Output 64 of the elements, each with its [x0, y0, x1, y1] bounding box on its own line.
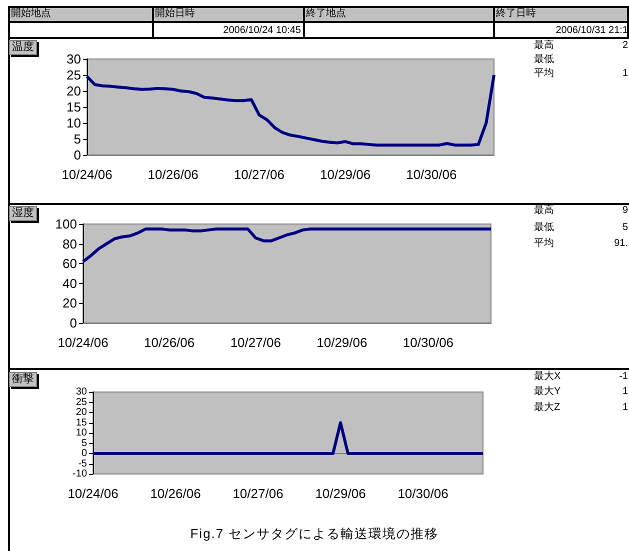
y-tick-label: 15	[66, 100, 81, 114]
x-tick-label: 10/30/06	[398, 486, 448, 501]
y-tick-label: 20	[76, 407, 88, 418]
y-tick-label: -10	[72, 468, 88, 480]
x-tick-label: 10/24/06	[68, 486, 118, 501]
text: 1	[622, 68, 628, 80]
y-tick-label: 80	[62, 236, 77, 252]
y-tick-label: 10	[66, 116, 81, 130]
text: 最低	[534, 54, 554, 66]
caption: Fig.7 センサタグによる輸送環境の推移	[189, 526, 440, 541]
text: 1	[622, 386, 628, 398]
chart-title: 衝撃	[9, 372, 37, 387]
text: 5	[622, 222, 628, 234]
text: 1	[622, 402, 628, 414]
text: 平均	[534, 68, 554, 80]
x-tick-label: 10/30/06	[406, 167, 457, 182]
x-tick-label: 10/24/06	[62, 167, 112, 182]
y-tick-label: 5	[74, 132, 81, 146]
x-tick-label: 10/27/06	[234, 167, 284, 182]
text: 最大Y	[534, 386, 561, 398]
x-tick-label: 10/29/06	[315, 486, 366, 501]
chart-title: 湿度	[9, 206, 37, 221]
text: 平均	[534, 238, 554, 250]
x-tick-label: 10/30/06	[402, 335, 454, 350]
text: 91.	[614, 238, 628, 250]
text: 最大Z	[534, 402, 560, 414]
x-tick-label: 10/26/06	[148, 167, 198, 182]
x-tick-label: 10/26/06	[150, 486, 201, 501]
y-tick-label: 20	[62, 296, 77, 311]
y-tick-label: 0	[70, 316, 77, 330]
y-tick-label: 0	[74, 148, 81, 162]
y-tick-label: 100	[55, 216, 77, 232]
y-tick-label: 60	[62, 256, 77, 272]
text: 9	[622, 205, 628, 217]
y-tick-label: 25	[76, 396, 88, 408]
chart-title: 温度	[9, 40, 37, 55]
x-tick-label: 10/24/06	[58, 335, 108, 350]
x-tick-label: 10/26/06	[144, 335, 195, 350]
y-tick-label: 30	[76, 386, 88, 398]
text: -1	[619, 371, 628, 383]
text: 2	[622, 40, 628, 52]
text: 2006/10/31 21:1	[556, 25, 628, 37]
text: 終了地点	[306, 8, 346, 20]
y-tick-label: 15	[76, 417, 88, 428]
y-tick-label: 20	[66, 84, 81, 98]
y-tick-label: -5	[78, 458, 88, 470]
text: 開始日時	[155, 8, 195, 20]
y-tick-label: 25	[66, 68, 81, 82]
y-tick-label: 40	[62, 276, 77, 291]
y-tick-label: 30	[66, 52, 81, 66]
text: 最大X	[534, 371, 561, 383]
text: 2006/10/24 10:45	[223, 25, 301, 37]
text: 開始地点	[11, 8, 51, 20]
y-tick-label: 10	[76, 428, 88, 438]
text: 最高	[534, 205, 554, 217]
text: 終了日時	[496, 8, 536, 20]
y-tick-label: 0	[81, 448, 88, 459]
text: 最低	[534, 222, 554, 234]
text: 最高	[534, 40, 554, 52]
x-tick-label: 10/27/06	[232, 486, 284, 501]
x-tick-label: 10/29/06	[316, 335, 368, 350]
x-tick-label: 10/29/06	[320, 167, 371, 182]
x-tick-label: 10/27/06	[230, 335, 281, 350]
y-tick-label: 5	[81, 438, 88, 449]
